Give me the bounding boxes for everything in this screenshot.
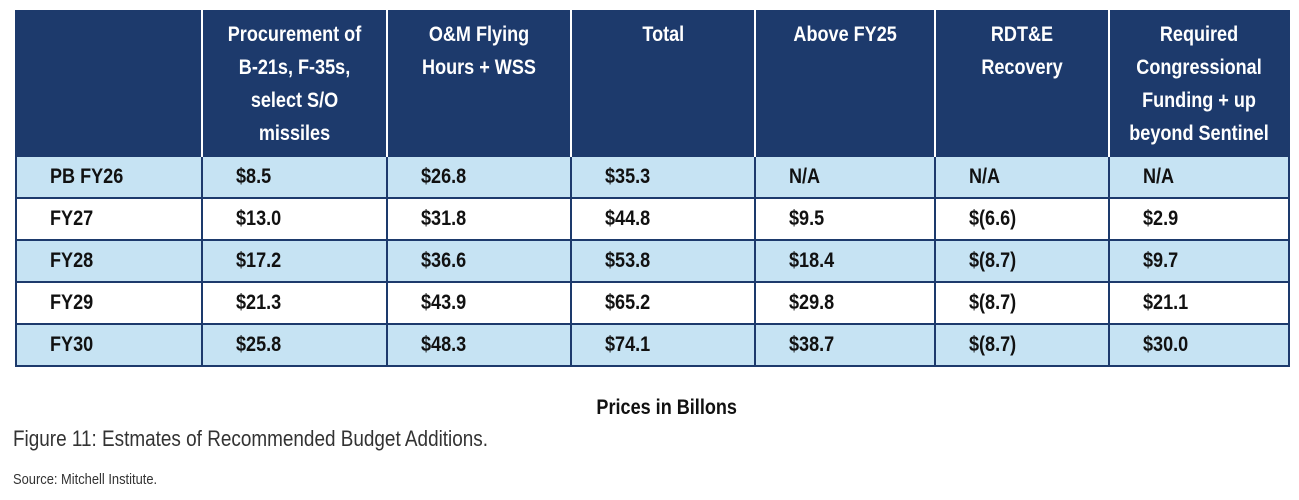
header-cell-procurement: Procurement of B-21s, F-35s, select S/O … [201,10,388,156]
row-label-cell: FY29 [15,281,203,325]
table-row: PB FY26 $8.5 $26.8 $35.3 N/A N/A N/A [15,155,1290,199]
table-cell: $48.3 [386,323,572,367]
table-cell: $30.0 [1108,323,1290,367]
table-row: FY29 $21.3 $43.9 $65.2 $29.8 $(8.7) $21.… [15,281,1290,325]
table-cell: $21.1 [1108,281,1290,325]
table-cell: $(8.7) [934,281,1110,325]
header-row: Procurement of B-21s, F-35s, select S/O … [15,10,1290,156]
table-cell: $13.0 [201,197,388,241]
table-cell: $26.8 [386,155,572,199]
row-label-cell: PB FY26 [15,155,203,199]
figure-caption: Figure 11: Estmates of Recommended Budge… [13,426,489,451]
row-label-cell: FY30 [15,323,203,367]
header-cell-required-funding: Required Congressional Funding + up beyo… [1108,10,1290,156]
table-cell: N/A [754,155,936,199]
table-cell: $9.5 [754,197,936,241]
prices-note: Prices in Billons [596,396,738,419]
header-cell-blank [15,10,203,156]
table-cell: $9.7 [1108,239,1290,283]
table-cell: $2.9 [1108,197,1290,241]
table-cell: $29.8 [754,281,936,325]
table-cell: $44.8 [570,197,756,241]
table-row: FY28 $17.2 $36.6 $53.8 $18.4 $(8.7) $9.7 [15,239,1290,283]
table-cell: $38.7 [754,323,936,367]
table-cell: $17.2 [201,239,388,283]
table-cell: N/A [1108,155,1290,199]
table-cell: $(8.7) [934,323,1110,367]
header-cell-rdte-recovery: RDT&E Recovery [934,10,1110,156]
header-cell-above-fy25: Above FY25 [754,10,936,156]
header-cell-om-flying-hours: O&M Flying Hours + WSS [386,10,572,156]
table-cell: $25.8 [201,323,388,367]
table-cell: $65.2 [570,281,756,325]
table-cell: $21.3 [201,281,388,325]
header-cell-total: Total [570,10,756,156]
table-cell: N/A [934,155,1110,199]
table-cell: $31.8 [386,197,572,241]
row-label-cell: FY27 [15,197,203,241]
table-cell: $74.1 [570,323,756,367]
table-row: FY30 $25.8 $48.3 $74.1 $38.7 $(8.7) $30.… [15,323,1290,367]
table-cell: $53.8 [570,239,756,283]
source-line: Source: Mitchell Institute. [13,471,158,488]
table-cell: $(6.6) [934,197,1110,241]
table-cell: $(8.7) [934,239,1110,283]
budget-table: Procurement of B-21s, F-35s, select S/O … [15,10,1290,367]
table-row: FY27 $13.0 $31.8 $44.8 $9.5 $(6.6) $2.9 [15,197,1290,241]
table-cell: $43.9 [386,281,572,325]
table-cell: $35.3 [570,155,756,199]
table-cell: $18.4 [754,239,936,283]
table-cell: $8.5 [201,155,388,199]
table-cell: $36.6 [386,239,572,283]
row-label-cell: FY28 [15,239,203,283]
